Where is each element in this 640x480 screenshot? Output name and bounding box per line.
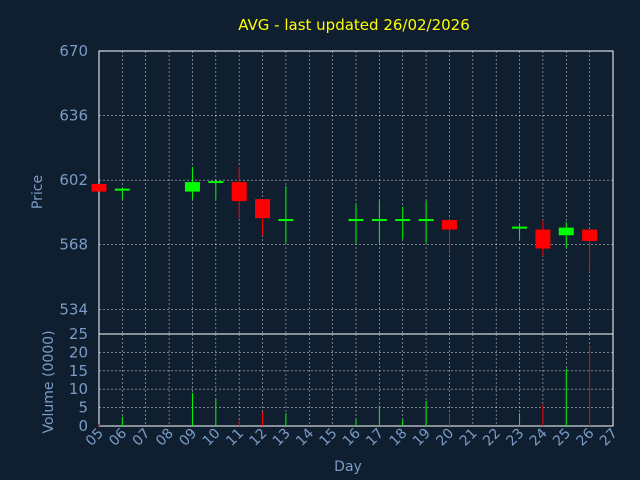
volume-tick-label: 10: [69, 380, 88, 398]
price-axis-title: Price: [30, 175, 46, 209]
candle-body: [395, 219, 411, 222]
candle-body: [512, 226, 528, 229]
price-tick-label: 636: [59, 107, 88, 125]
candle-body: [441, 220, 457, 230]
candle-body: [114, 188, 130, 191]
chart-title: AVG - last updated 26/02/2026: [238, 16, 470, 34]
price-tick-label: 670: [59, 42, 88, 60]
volume-tick-label: 0: [78, 417, 88, 435]
candle-body: [558, 227, 574, 236]
candle-body: [208, 181, 224, 184]
price-tick-label: 602: [59, 171, 88, 189]
candle-body: [91, 183, 107, 192]
candle-body: [418, 219, 434, 222]
x-axis: 05 06 07 08 09 10 11 12 13 14 15 16 17 18 19 20 21 22 23 24…: [83, 425, 621, 449]
candle-body: [184, 182, 200, 192]
volume-tick-label: 5: [78, 399, 88, 417]
volume-tick-label: 20: [69, 343, 88, 361]
candle-body: [371, 219, 387, 222]
candle-body: [582, 229, 598, 241]
volume-tick-label: 15: [69, 362, 88, 380]
price-panel: 534 568 602 636 670: [59, 42, 614, 335]
candle-body: [535, 229, 551, 249]
price-tick-label: 534: [59, 300, 88, 318]
candle-body: [231, 182, 247, 202]
x-axis-title: Day: [334, 459, 362, 475]
candle-body: [348, 219, 364, 222]
candle-body: [255, 199, 271, 219]
candle-body: [278, 219, 294, 222]
volume-axis-title: Volume (0000): [41, 330, 57, 433]
volume-tick-label: 25: [69, 325, 88, 343]
price-tick-label: 568: [59, 236, 88, 254]
